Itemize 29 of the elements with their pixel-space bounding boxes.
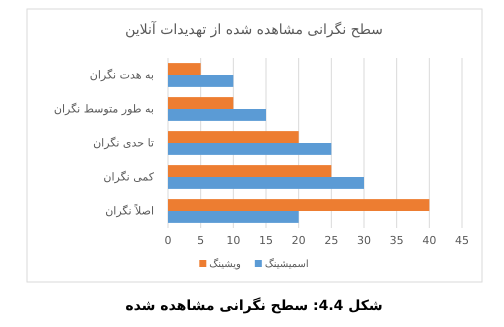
y-tick-label: به طور متوسط نگران — [54, 102, 154, 116]
x-tick-label: 0 — [164, 234, 172, 247]
bar — [168, 177, 364, 189]
y-tick-label: اصلاً نگران — [105, 202, 154, 218]
y-tick-label: کمی نگران — [103, 170, 155, 184]
bar — [168, 165, 332, 177]
x-tick-label: 5 — [197, 234, 204, 247]
bar — [168, 63, 201, 75]
bar — [168, 143, 332, 155]
x-tick-label: 35 — [390, 234, 404, 247]
x-tick-label: 25 — [324, 234, 338, 247]
x-tick-label: 15 — [259, 234, 273, 247]
bar — [168, 75, 234, 87]
x-tick-label: 20 — [292, 234, 306, 247]
x-tick-label: 45 — [455, 234, 469, 247]
text: شکل 4.4: سطح نگرانی مشاهده شده — [125, 297, 383, 314]
legend-label: ویشینگ — [209, 258, 241, 270]
bar — [168, 97, 234, 109]
x-tick-label: 40 — [422, 234, 436, 247]
y-tick-label: تا حدی نگران — [93, 136, 154, 150]
bar — [168, 199, 430, 211]
bar — [168, 131, 299, 143]
x-tick-label: 10 — [226, 234, 240, 247]
x-tick-label: 30 — [357, 234, 371, 247]
bar — [168, 109, 266, 121]
chart-title: سطح نگرانی مشاهده شده از تهدیدات آنلاین — [125, 20, 383, 38]
legend-label: اسمیشینگ — [264, 258, 309, 270]
y-tick-label: به هدت نگران — [90, 68, 154, 82]
bar — [168, 211, 299, 223]
